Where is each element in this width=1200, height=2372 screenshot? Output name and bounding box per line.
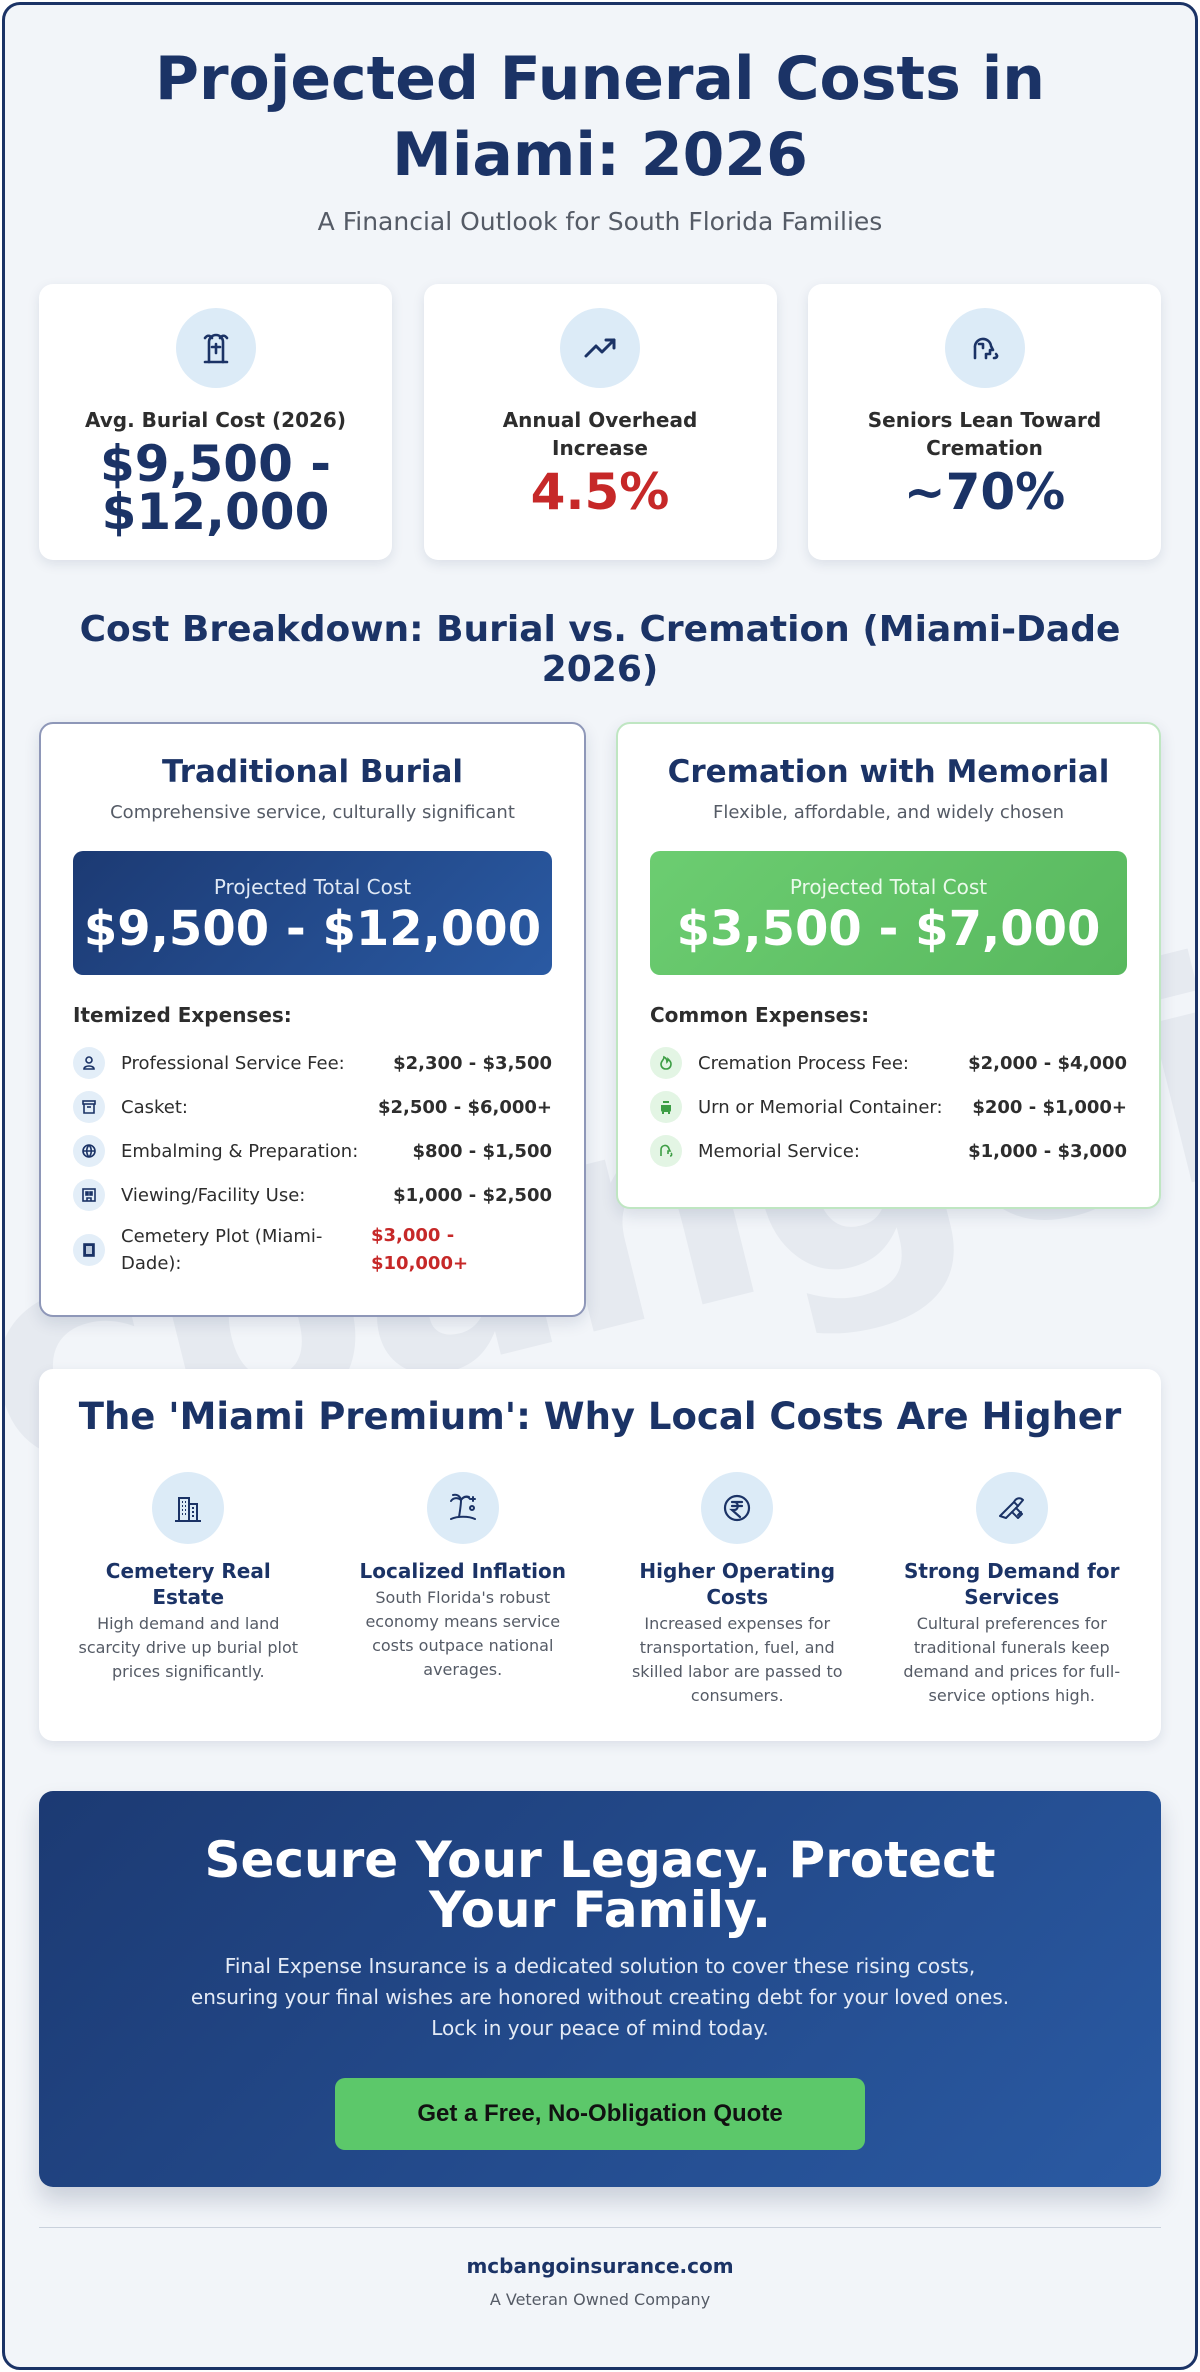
breakdown-title: Cost Breakdown: Burial vs. Cremation (Mi…	[79, 609, 1121, 690]
cta-title: Secure Your Legacy. Protect Your Family.	[204, 1831, 996, 1939]
expense-value: $2,500 - $6,000+	[377, 1096, 552, 1118]
premium-title: The 'Miami Premium': Why Local Costs Are…	[78, 1395, 1122, 1438]
stat-value: ~70%	[903, 463, 1066, 521]
building-icon	[73, 1179, 105, 1211]
handshake-icon	[975, 1472, 1048, 1544]
total-value: $3,500 - $7,000	[676, 901, 1101, 957]
building-icon	[152, 1472, 225, 1544]
premium-factors: Cemetery Real Estate High demand and lan…	[39, 1472, 1161, 1708]
burial-expense-list: Professional Service Fee: $2,300 - $3,50…	[73, 1041, 552, 1281]
burial-title: Traditional Burial	[161, 754, 464, 790]
expense-name: Cemetery Plot (Miami-Dade):	[121, 1226, 323, 1274]
cremation-subtitle: Flexible, affordable, and widely chosen	[713, 802, 1064, 823]
stat-card-burial-cost: Avg. Burial Cost (2026) $9,500 - $12,000	[39, 284, 392, 560]
stat-value: 4.5%	[530, 463, 670, 521]
expense-name: Urn or Memorial Container:	[698, 1096, 943, 1118]
memorial-icon	[650, 1135, 682, 1167]
stat-card-overhead-increase: Annual Overhead Increase 4.5%	[423, 284, 777, 560]
trend-up-icon	[560, 308, 640, 388]
expense-row: Cemetery Plot (Miami-Dade): $3,000 - $10…	[73, 1219, 552, 1281]
expense-name: Casket:	[121, 1096, 188, 1118]
flame-icon	[650, 1047, 682, 1079]
stats-row: Avg. Burial Cost (2026) $9,500 - $12,000…	[39, 284, 1161, 560]
expense-value: $2,300 - $3,500	[393, 1052, 552, 1074]
factor-description: Increased expenses for transportation, f…	[631, 1614, 843, 1705]
expenses-heading: Common Expenses:	[650, 1003, 870, 1027]
factor-title: Cemetery Real Estate	[105, 1559, 271, 1609]
cost-comparison: Traditional Burial Comprehensive service…	[39, 722, 1161, 1317]
factor-title: Strong Demand for Services	[904, 1559, 1120, 1609]
palm-tree-icon	[426, 1472, 499, 1544]
expense-value: $200 - $1,000+	[972, 1096, 1127, 1118]
box-icon	[73, 1091, 105, 1123]
expense-name: Cremation Process Fee:	[698, 1052, 909, 1074]
tombstone-icon	[175, 308, 256, 388]
factor-cemetery-real-estate: Cemetery Real Estate High demand and lan…	[68, 1472, 308, 1708]
factor-localized-inflation: Localized Inflation South Florida's robu…	[343, 1472, 583, 1708]
page-title: Projected Funeral Costs in Miami: 2026	[154, 44, 1045, 190]
factor-higher-operating-costs: Higher Operating Costs Increased expense…	[617, 1472, 857, 1708]
urn-icon	[650, 1091, 682, 1123]
burial-card: Traditional Burial Comprehensive service…	[39, 722, 586, 1317]
expense-row: Urn or Memorial Container: $200 - $1,000…	[650, 1085, 1127, 1129]
factor-description: South Florida's robust economy means ser…	[365, 1588, 561, 1679]
footer: mcbangoinsurance.com A Veteran Owned Com…	[39, 2227, 1161, 2309]
miami-premium-section: The 'Miami Premium': Why Local Costs Are…	[39, 1369, 1161, 1741]
stat-label: Avg. Burial Cost (2026)	[85, 408, 346, 432]
expense-value: $1,000 - $2,500	[393, 1184, 552, 1206]
factor-title: Localized Inflation	[359, 1559, 566, 1583]
stat-label: Seniors Lean Toward Cremation	[867, 408, 1102, 460]
cta-text: Final Expense Insurance is a dedicated s…	[190, 1954, 1010, 2040]
cremation-card: Cremation with Memorial Flexible, afford…	[616, 722, 1161, 1209]
person-icon	[73, 1047, 105, 1079]
cremation-title: Cremation with Memorial	[667, 754, 1110, 790]
burial-total-box: Projected Total Cost $9,500 - $12,000	[73, 851, 552, 975]
expense-value: $800 - $1,500	[412, 1140, 552, 1162]
expense-name: Embalming & Preparation:	[121, 1140, 359, 1162]
currency-icon	[701, 1472, 774, 1544]
factor-strong-demand: Strong Demand for Services Cultural pref…	[892, 1472, 1132, 1708]
expense-row: Cremation Process Fee: $2,000 - $4,000	[650, 1041, 1127, 1085]
header: Projected Funeral Costs in Miami: 2026 A…	[39, 5, 1161, 236]
expense-row: Viewing/Facility Use: $1,000 - $2,500	[73, 1173, 552, 1217]
footer-website-link[interactable]: mcbangoinsurance.com	[466, 2254, 734, 2278]
cta-section: Secure Your Legacy. Protect Your Family.…	[39, 1791, 1161, 2187]
page-content: Projected Funeral Costs in Miami: 2026 A…	[5, 5, 1195, 2309]
get-quote-button[interactable]: Get a Free, No-Obligation Quote	[335, 2078, 865, 2150]
person-head-icon	[944, 308, 1025, 388]
expense-value: $2,000 - $4,000	[968, 1052, 1127, 1074]
total-label: Projected Total Cost	[789, 875, 988, 899]
globe-icon	[73, 1135, 105, 1167]
cremation-expense-list: Cremation Process Fee: $2,000 - $4,000 U…	[650, 1041, 1127, 1173]
expense-value: $1,000 - $3,000	[968, 1140, 1127, 1162]
factor-title: Higher Operating Costs	[639, 1559, 836, 1609]
expense-name: Memorial Service:	[698, 1140, 860, 1162]
factor-description: High demand and land scarcity drive up b…	[78, 1614, 298, 1681]
expense-row: Memorial Service: $1,000 - $3,000	[650, 1129, 1127, 1173]
burial-subtitle: Comprehensive service, culturally signif…	[110, 802, 515, 823]
factor-description: Cultural preferences for traditional fun…	[903, 1614, 1121, 1705]
total-value: $9,500 - $12,000	[83, 901, 542, 957]
stat-card-cremation-preference: Seniors Lean Toward Cremation ~70%	[808, 284, 1161, 560]
stat-label: Annual Overhead Increase	[502, 408, 698, 460]
expense-row: Casket: $2,500 - $6,000+	[73, 1085, 552, 1129]
expense-name: Viewing/Facility Use:	[121, 1184, 306, 1206]
expense-row: Embalming & Preparation: $800 - $1,500	[73, 1129, 552, 1173]
footer-tagline: A Veteran Owned Company	[489, 2290, 711, 2309]
cremation-total-box: Projected Total Cost $3,500 - $7,000	[650, 851, 1127, 975]
page-subtitle: A Financial Outlook for South Florida Fa…	[317, 207, 883, 236]
stat-value: $9,500 - $12,000	[99, 435, 332, 541]
expenses-heading: Itemized Expenses:	[73, 1003, 292, 1027]
total-label: Projected Total Cost	[213, 875, 412, 899]
expense-value: $3,000 - $10,000+	[371, 1225, 469, 1274]
expense-row: Professional Service Fee: $2,300 - $3,50…	[73, 1041, 552, 1085]
plot-icon	[73, 1234, 105, 1266]
expense-name: Professional Service Fee:	[121, 1052, 345, 1074]
